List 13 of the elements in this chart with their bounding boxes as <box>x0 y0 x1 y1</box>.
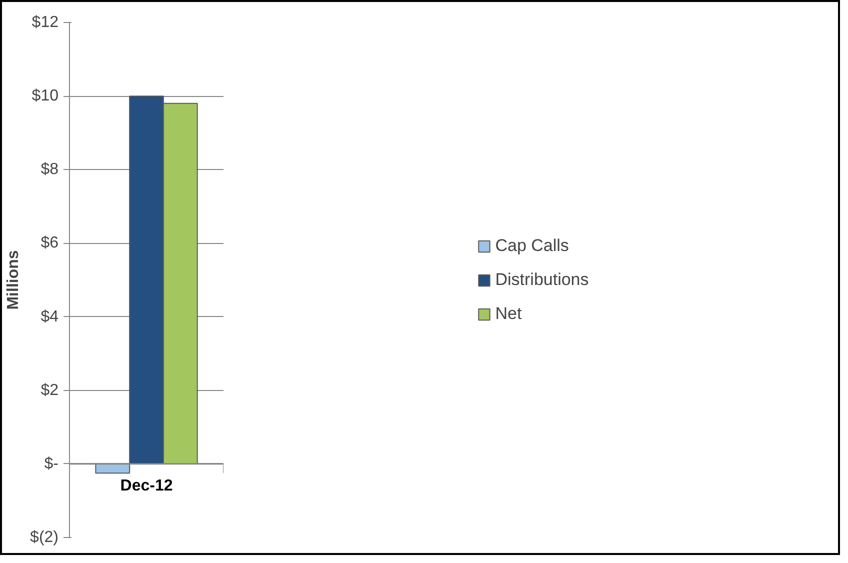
y-tick-label: $4 <box>40 308 59 326</box>
y-tick-label: $10 <box>32 88 59 105</box>
y-tick-label: $(2) <box>30 529 58 546</box>
legend-label: Cap Calls <box>495 236 569 256</box>
y-tick-label: $- <box>44 455 59 472</box>
y-axis-title: Millions <box>5 250 22 310</box>
legend-label: Net <box>495 304 522 324</box>
y-tick-label: $6 <box>40 234 59 252</box>
y-tick-label: $12 <box>32 14 59 31</box>
y-tick-label: $8 <box>40 161 59 178</box>
y-tick-label: $2 <box>40 382 59 399</box>
x-tick-label: Dec-12 <box>120 477 173 494</box>
legend-label: Distributions <box>495 270 589 290</box>
